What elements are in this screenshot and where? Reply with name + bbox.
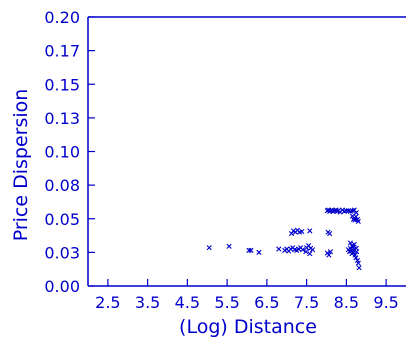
- data-point: [351, 241, 357, 247]
- data-point-stroke: [353, 245, 359, 251]
- data-point-stroke: [246, 247, 252, 253]
- data-point: [353, 214, 359, 220]
- y-tick-label: 0.20: [44, 8, 80, 27]
- data-point: [246, 247, 252, 253]
- x-tick-label: 7.5: [294, 293, 319, 312]
- data-point-stroke: [353, 255, 359, 261]
- data-point: [353, 245, 359, 251]
- y-tick-label: 0.17: [44, 42, 80, 61]
- data-point-stroke: [299, 228, 305, 235]
- data-point: [226, 243, 232, 249]
- data-point-stroke: [327, 230, 333, 237]
- y-tick-label: 0.05: [44, 210, 80, 229]
- data-point-stroke: [307, 228, 313, 234]
- x-axis: 2.5 3.5 4.5 5.5 6.5 7.5 8.5 9.5: [88, 279, 406, 312]
- data-point-stroke: [354, 257, 361, 264]
- data-point-stroke: [276, 246, 282, 252]
- data-point: [343, 208, 349, 214]
- data-point: [309, 247, 316, 253]
- data-point-stroke: [327, 249, 334, 255]
- data-point-stroke: [256, 249, 262, 255]
- data-point-stroke: [300, 247, 306, 253]
- x-tick-label: 3.5: [135, 293, 160, 312]
- data-point: [353, 210, 359, 216]
- x-tick-label: 4.5: [175, 293, 200, 312]
- y-axis: 0.00 0.03 0.05 0.08 0.10 0.13 0.15 0.17 0.20: [44, 8, 406, 296]
- data-point-stroke: [353, 210, 359, 216]
- data-point: [307, 228, 313, 234]
- data-point: [299, 228, 305, 235]
- x-axis-label: (Log) Distance: [179, 316, 317, 338]
- data-point: [356, 265, 362, 271]
- data-point-stroke: [348, 248, 354, 254]
- data-point: [300, 247, 306, 253]
- data-point: [353, 255, 359, 261]
- data-point-stroke: [343, 208, 349, 214]
- x-tick-label: 2.5: [95, 293, 120, 312]
- y-tick-label: 0.00: [44, 277, 80, 296]
- data-point-stroke: [307, 251, 313, 257]
- y-tick-label: 0.10: [44, 143, 80, 162]
- data-point-stroke: [306, 243, 312, 249]
- data-point-stroke: [352, 252, 358, 258]
- y-tick-label: 0.03: [44, 243, 80, 262]
- data-point-stroke: [326, 252, 332, 258]
- data-point-stroke: [351, 207, 357, 213]
- y-axis-label: Price Dispersion: [10, 89, 32, 242]
- data-point: [248, 247, 254, 253]
- data-point-stroke: [353, 214, 359, 220]
- x-tick-label: 9.5: [373, 293, 398, 312]
- data-point: [256, 249, 262, 255]
- y-tick-label: 0.13: [44, 109, 80, 128]
- data-point: [307, 251, 313, 257]
- data-point: [355, 218, 361, 225]
- data-point: [327, 230, 333, 237]
- data-point-stroke: [355, 218, 361, 225]
- data-points: [206, 207, 362, 271]
- data-point-stroke: [226, 243, 232, 249]
- x-tick-label: 5.5: [214, 293, 239, 312]
- data-point: [327, 249, 334, 255]
- data-point-stroke: [248, 247, 254, 253]
- data-point: [355, 260, 361, 266]
- data-point-stroke: [350, 244, 356, 250]
- data-point: [326, 252, 332, 258]
- data-point-stroke: [354, 216, 361, 223]
- data-point-stroke: [351, 241, 357, 247]
- y-tick-label: 0.15: [44, 75, 80, 94]
- x-tick-label: 6.5: [254, 293, 279, 312]
- data-point: [350, 244, 356, 250]
- data-point-stroke: [309, 247, 316, 253]
- data-point-stroke: [206, 245, 212, 251]
- data-point-stroke: [303, 249, 309, 255]
- data-point-stroke: [355, 260, 361, 266]
- data-point: [206, 245, 212, 251]
- data-point-stroke: [345, 208, 351, 214]
- data-point-stroke: [292, 247, 298, 253]
- y-tick-label: 0.08: [44, 176, 80, 195]
- data-point: [303, 249, 309, 255]
- data-point-stroke: [347, 240, 353, 246]
- x-tick-label: 8.5: [334, 293, 359, 312]
- data-point: [276, 246, 282, 252]
- data-point-stroke: [356, 265, 362, 271]
